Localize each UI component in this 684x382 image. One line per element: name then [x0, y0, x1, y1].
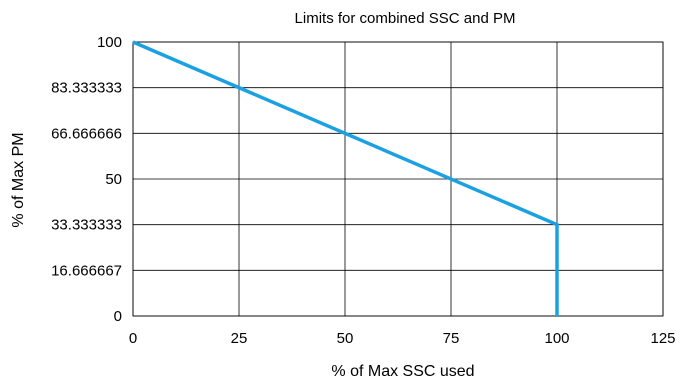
chart-title: Limits for combined SSC and PM — [295, 10, 516, 27]
y-tick-label: 33.333333 — [51, 217, 122, 234]
x-tick-label: 75 — [443, 330, 460, 347]
plot-frame — [132, 41, 664, 317]
x-tick-label: 50 — [337, 330, 354, 347]
x-tick-label: 0 — [129, 330, 137, 347]
y-tick-label: 100 — [97, 34, 122, 51]
series-layer — [132, 40, 559, 316]
y-axis-label: % of Max PM — [10, 132, 27, 227]
x-tick-labels: 0 25 50 75 100 125 — [129, 330, 676, 347]
grid — [132, 41, 664, 317]
x-tick-label: 25 — [231, 330, 248, 347]
x-tick-label: 100 — [544, 330, 569, 347]
y-tick-label: 66.666666 — [51, 125, 122, 142]
y-tick-label: 16.666667 — [51, 262, 122, 279]
series-line — [132, 40, 559, 316]
y-tick-labels: 0 16.666667 33.333333 50 66.666666 83.333333 1… — [51, 34, 122, 325]
x-axis-label: % of Max SSC used — [331, 363, 474, 380]
y-tick-label: 0 — [114, 308, 122, 325]
x-tick-label: 125 — [650, 330, 675, 347]
y-tick-label: 50 — [105, 171, 122, 188]
y-tick-label: 83.333333 — [51, 80, 122, 97]
